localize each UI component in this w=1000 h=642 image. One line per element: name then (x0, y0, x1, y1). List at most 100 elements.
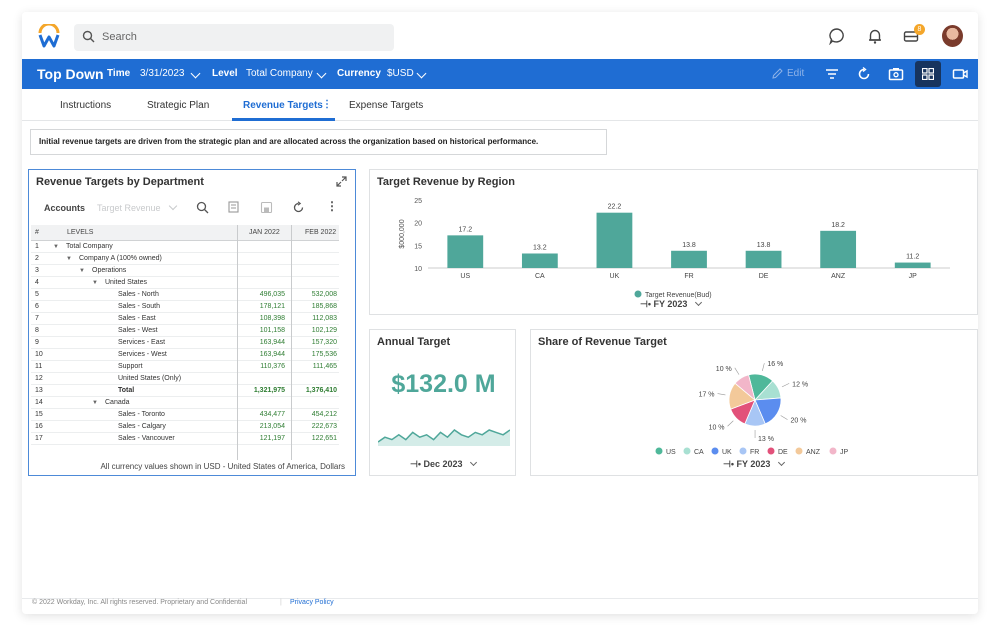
bell-icon[interactable] (866, 27, 884, 45)
cell-jan[interactable]: 178,121 (259, 303, 285, 310)
chevron-down-icon[interactable] (190, 68, 201, 79)
dashboard-view-button[interactable] (915, 61, 941, 87)
table-row[interactable]: 12 United States (Only) (31, 373, 339, 385)
table-row[interactable]: 4 ▼ United States (31, 277, 339, 289)
save-icon[interactable] (260, 201, 273, 214)
column-header[interactable]: LEVELS (67, 229, 94, 236)
cell-feb[interactable]: 185,868 (311, 303, 337, 310)
accounts-select[interactable]: Target Revenue (97, 203, 161, 213)
table-row[interactable]: 17 Sales - Vancouver 121,197 122,651 (31, 433, 339, 445)
cell-jan[interactable]: 101,158 (259, 327, 285, 334)
revenue-by-department-card[interactable]: Revenue Targets by Department Accounts T… (28, 169, 356, 476)
cell-jan[interactable]: 108,398 (259, 315, 285, 322)
cell-feb[interactable]: 111,465 (312, 363, 337, 370)
cell-feb[interactable]: 112,083 (312, 315, 337, 322)
column-header[interactable]: JAN 2022 (249, 229, 280, 236)
table-row[interactable]: 9 Services - East 163,944 157,320 (31, 337, 339, 349)
collapse-icon[interactable]: ▼ (53, 244, 59, 250)
pie-value-label: 17 % (699, 392, 715, 399)
x-tick-label: JP (909, 273, 918, 280)
chevron-down-icon[interactable] (168, 201, 178, 211)
tab-expense-targets[interactable]: Expense Targets (349, 100, 424, 111)
period-selector[interactable]: ⊣• Dec 2023 (410, 458, 478, 470)
more-options-icon[interactable]: ⋮ (326, 199, 338, 213)
table-row[interactable]: 6 Sales - South 178,121 185,868 (31, 301, 339, 313)
annual-target-card[interactable]: Annual Target $132.0 M ⊣• Dec 2023 (369, 329, 516, 476)
cell-jan[interactable]: 121,197 (259, 435, 285, 442)
column-header[interactable]: FEB 2022 (305, 229, 337, 236)
expand-icon[interactable] (336, 176, 347, 187)
currency-select[interactable]: $USD (387, 68, 414, 79)
column-header[interactable]: # (35, 229, 39, 236)
chat-icon[interactable] (828, 27, 846, 45)
cell-jan[interactable]: 110,376 (260, 363, 285, 370)
period-selector[interactable]: ⊣• FY 2023 (723, 458, 785, 470)
cell-jan[interactable]: 1,321,975 (253, 387, 285, 394)
share-of-revenue-card[interactable]: Share of Revenue Target 16 % 12 % 20 % 13 %… (530, 329, 978, 476)
department-grid[interactable]: # LEVELS JAN 2022 FEB 2022 1 ▼ Total Company 2 ▼… (31, 225, 339, 460)
bar-anz[interactable] (820, 230, 857, 268)
table-row[interactable]: 7 Sales - East 108,398 112,083 (31, 313, 339, 325)
collapse-icon[interactable]: ▼ (79, 268, 85, 274)
cell-feb[interactable]: 532,008 (311, 291, 337, 298)
cell-feb[interactable]: 175,536 (311, 351, 337, 358)
cell-jan[interactable]: 496,035 (259, 291, 285, 298)
presentation-icon[interactable] (951, 65, 969, 83)
column-filter-icon[interactable] (228, 201, 241, 214)
period-selector[interactable]: ⊣• FY 2023 (640, 298, 702, 310)
chevron-down-icon[interactable] (416, 68, 427, 79)
table-row[interactable]: 13 Total 1,321,975 1,376,410 (31, 385, 339, 397)
search-icon[interactable] (196, 201, 209, 214)
filter-icon[interactable] (823, 65, 841, 83)
tab-strategic-plan[interactable]: Strategic Plan (147, 100, 210, 111)
search-input[interactable]: Search (74, 24, 394, 51)
cell-jan[interactable]: 163,944 (259, 339, 285, 346)
camera-icon[interactable] (887, 65, 905, 83)
inbox-icon[interactable] (902, 27, 920, 45)
collapse-icon[interactable]: ▼ (92, 280, 98, 286)
bar-fr[interactable] (671, 250, 707, 268)
cell-feb[interactable]: 102,129 (311, 327, 337, 334)
table-row[interactable]: 10 Services - West 163,944 175,536 (31, 349, 339, 361)
refresh-icon[interactable] (855, 65, 873, 83)
workday-logo[interactable] (36, 24, 62, 50)
tab-revenue-targets[interactable]: Revenue Targets (243, 100, 323, 111)
row-number: 11 (35, 363, 43, 370)
table-row[interactable]: 15 Sales - Toronto 434,477 454,212 (31, 409, 339, 421)
bar-us[interactable] (447, 235, 484, 268)
cell-jan[interactable]: 163,944 (259, 351, 285, 358)
target-revenue-by-region-card[interactable]: Target Revenue by Region $000,000 10 15 20 2… (369, 169, 978, 315)
bar-ca[interactable] (521, 253, 558, 268)
bar-jp[interactable] (894, 262, 931, 268)
cell-feb[interactable]: 1,376,410 (305, 387, 337, 394)
cell-feb[interactable]: 157,320 (311, 339, 337, 346)
cell-jan[interactable]: 434,477 (259, 411, 285, 418)
collapse-icon[interactable]: ▼ (66, 256, 72, 262)
row-number: 13 (35, 387, 43, 394)
more-options-icon[interactable]: ⋮ (322, 99, 332, 110)
chevron-down-icon[interactable] (316, 68, 327, 79)
bar-uk[interactable] (596, 212, 633, 268)
table-row[interactable]: 11 Support 110,376 111,465 (31, 361, 339, 373)
tab-instructions[interactable]: Instructions (60, 100, 112, 111)
table-row[interactable]: 3 ▼ Operations (31, 265, 339, 277)
cell-jan[interactable]: 213,054 (259, 423, 285, 430)
avatar[interactable] (942, 25, 963, 47)
cell-feb[interactable]: 454,212 (311, 411, 337, 418)
edit-button[interactable]: Edit (787, 68, 805, 79)
time-select[interactable]: 3/31/2023 (140, 68, 185, 79)
level-select[interactable]: Total Company (246, 68, 313, 79)
table-row[interactable]: 14 ▼ Canada (31, 397, 339, 409)
table-row[interactable]: 8 Sales - West 101,158 102,129 (31, 325, 339, 337)
privacy-policy-link[interactable]: Privacy Policy (290, 599, 334, 606)
bar-de[interactable] (745, 250, 782, 268)
table-row[interactable]: 1 ▼ Total Company (31, 241, 339, 253)
cell-feb[interactable]: 122,651 (311, 435, 337, 442)
collapse-icon[interactable]: ▼ (92, 400, 98, 406)
table-row[interactable]: 5 Sales - North 496,035 532,008 (31, 289, 339, 301)
reload-icon[interactable] (292, 201, 305, 214)
table-row[interactable]: 16 Sales - Calgary 213,054 222,673 (31, 421, 339, 433)
pie-slice-jp[interactable] (734, 374, 756, 402)
cell-feb[interactable]: 222,673 (311, 423, 337, 430)
table-row[interactable]: 2 ▼ Company A (100% owned) (31, 253, 339, 265)
